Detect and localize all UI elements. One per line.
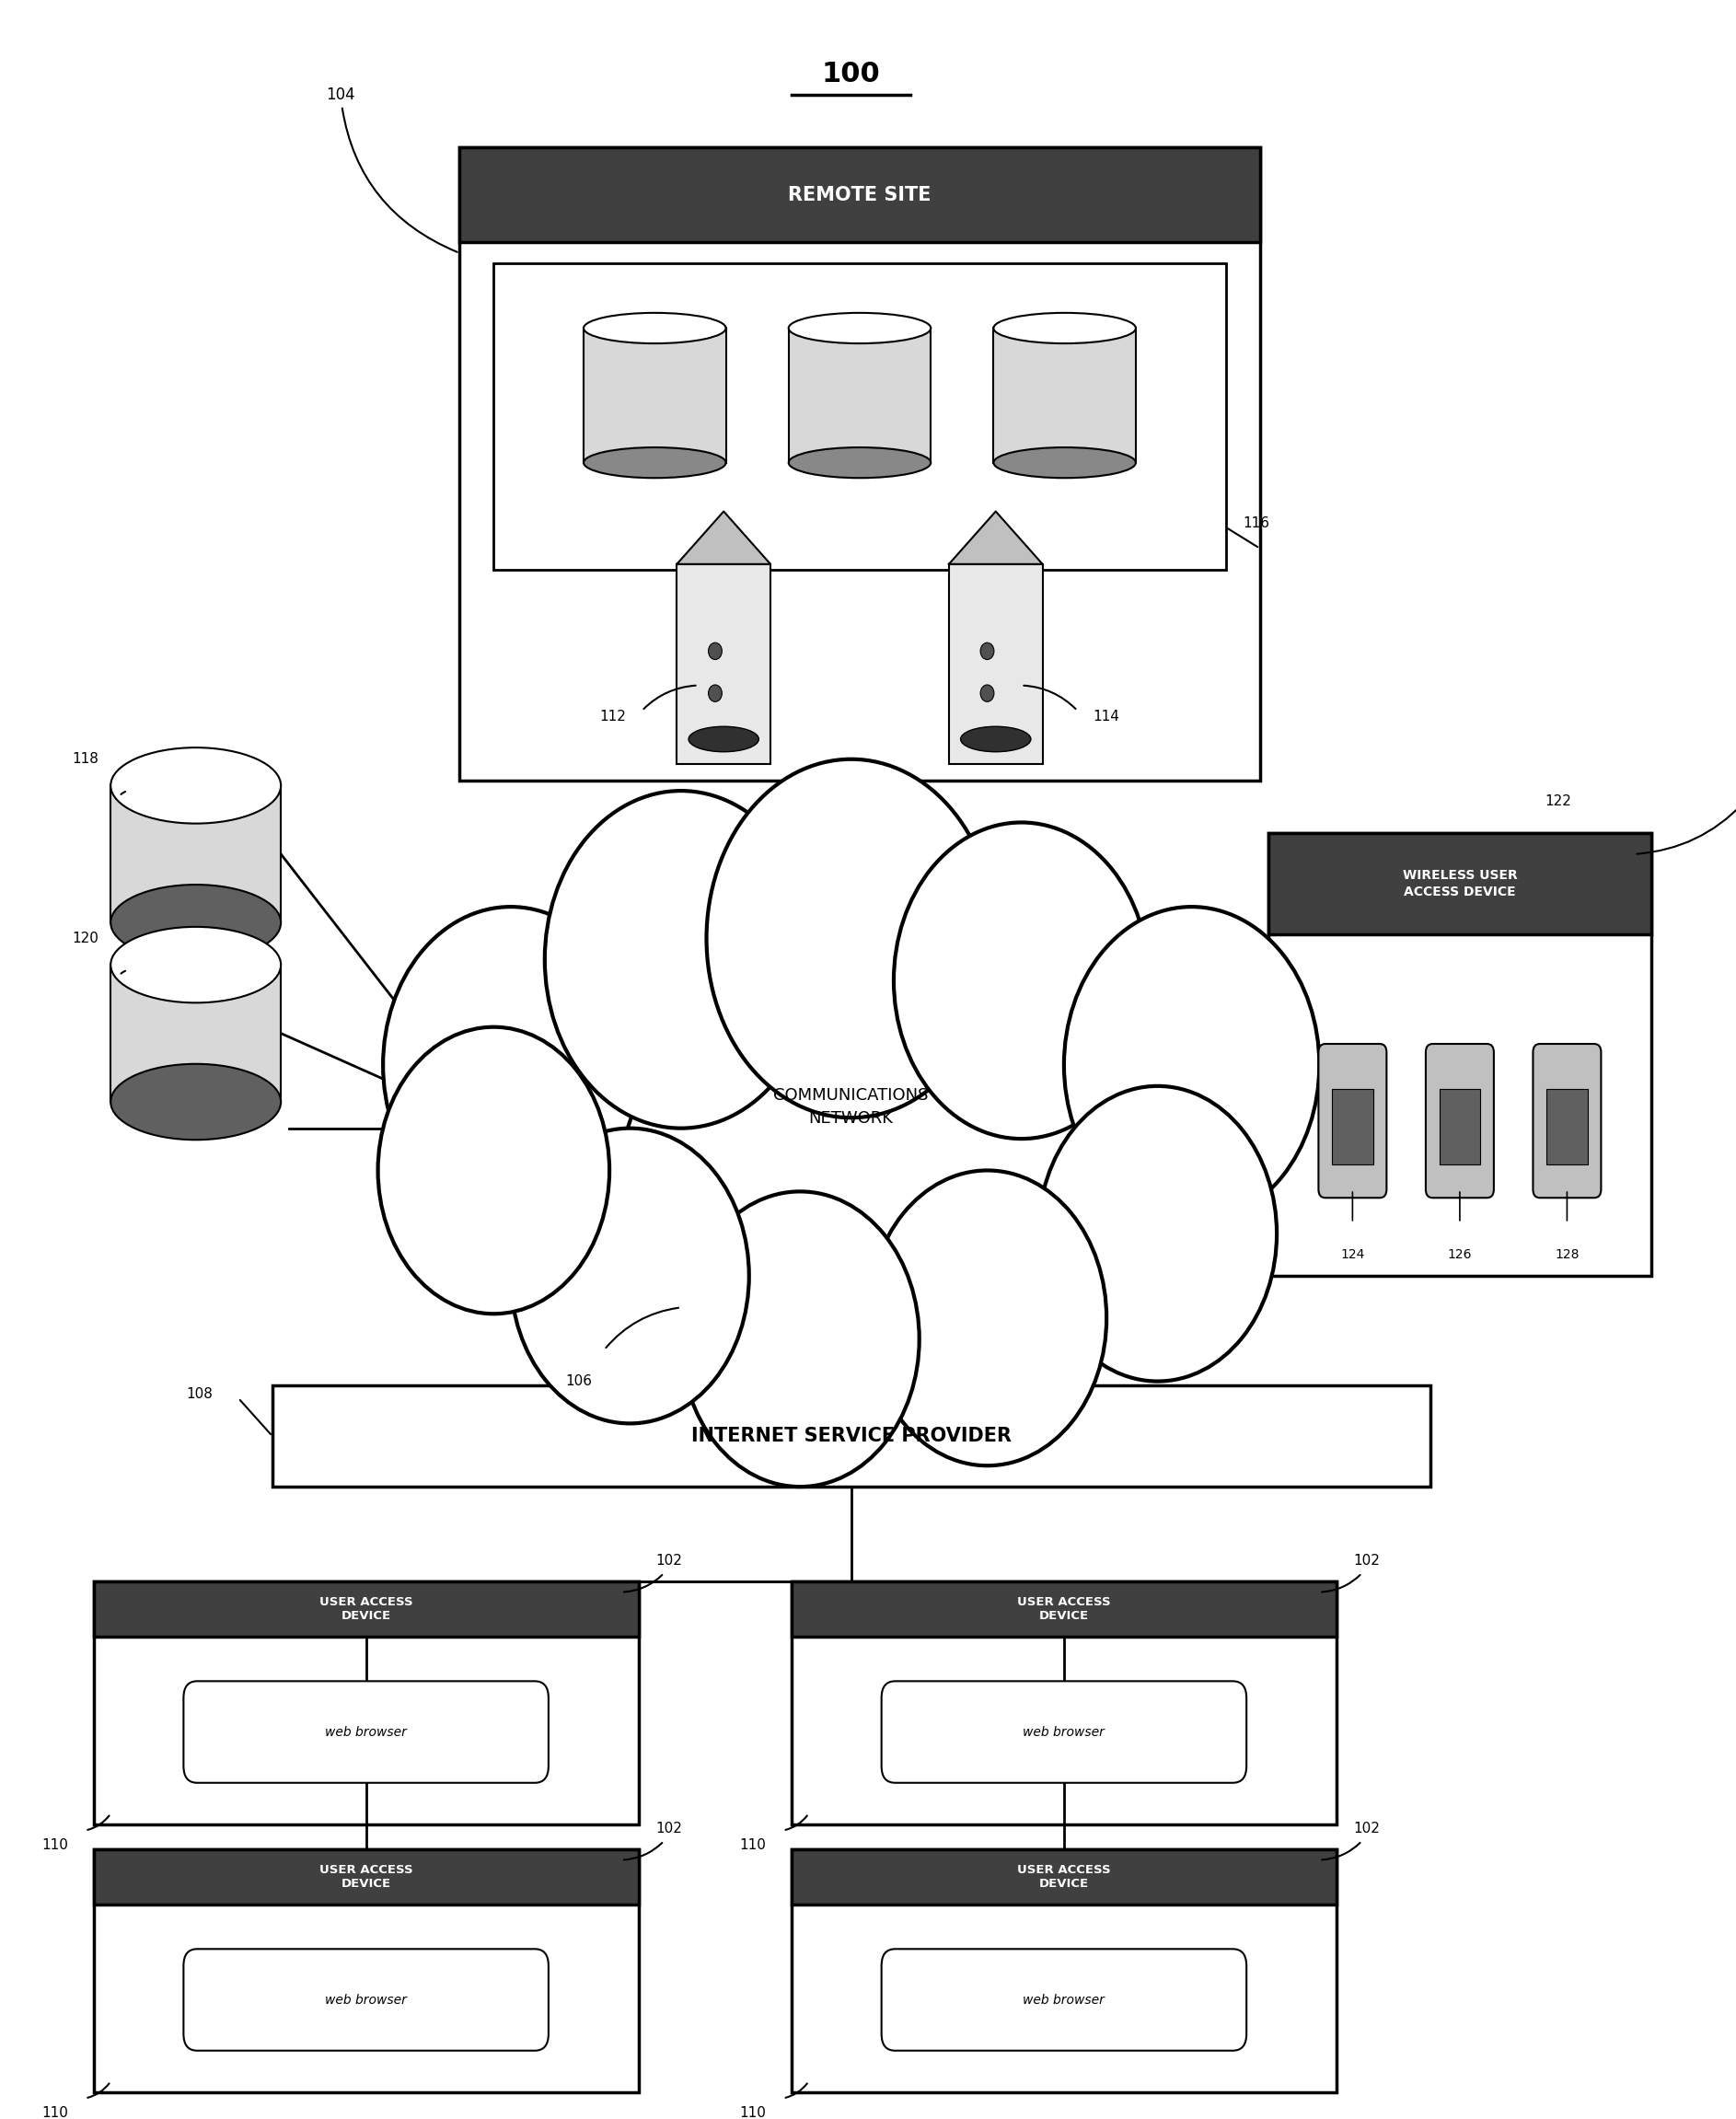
Text: 122: 122 xyxy=(1545,795,1571,807)
FancyBboxPatch shape xyxy=(184,1949,549,2051)
Text: USER ACCESS
DEVICE: USER ACCESS DEVICE xyxy=(319,1865,413,1890)
Bar xyxy=(792,1850,1337,2091)
Bar xyxy=(993,328,1135,462)
Ellipse shape xyxy=(111,926,281,1002)
Text: 106: 106 xyxy=(566,1375,592,1388)
Circle shape xyxy=(510,1127,748,1424)
Bar xyxy=(1269,833,1651,1276)
Ellipse shape xyxy=(111,884,281,960)
FancyBboxPatch shape xyxy=(677,564,771,765)
FancyBboxPatch shape xyxy=(950,564,1043,765)
Text: USER ACCESS
DEVICE: USER ACCESS DEVICE xyxy=(1017,1865,1111,1890)
Circle shape xyxy=(545,790,818,1127)
Circle shape xyxy=(981,642,995,659)
Ellipse shape xyxy=(788,314,930,343)
Text: 102: 102 xyxy=(656,1822,682,1835)
Bar xyxy=(788,328,930,462)
Text: 124: 124 xyxy=(1340,1248,1364,1261)
Text: COMMUNICATIONS
NETWORK: COMMUNICATIONS NETWORK xyxy=(774,1087,929,1127)
Circle shape xyxy=(1064,907,1319,1223)
Text: web browser: web browser xyxy=(325,1994,406,2007)
Text: 116: 116 xyxy=(1243,517,1269,530)
Bar xyxy=(1332,1089,1373,1163)
Circle shape xyxy=(981,684,995,701)
Text: 110: 110 xyxy=(42,2106,68,2119)
Text: 126: 126 xyxy=(1448,1248,1472,1261)
FancyBboxPatch shape xyxy=(882,1949,1246,2051)
Bar xyxy=(111,964,281,1102)
Bar xyxy=(792,1850,1337,1905)
Text: 100: 100 xyxy=(821,61,880,87)
Polygon shape xyxy=(677,511,771,564)
Text: web browser: web browser xyxy=(1023,1994,1104,2007)
Bar xyxy=(460,148,1260,780)
Text: 110: 110 xyxy=(740,1839,766,1852)
Ellipse shape xyxy=(960,727,1031,752)
Ellipse shape xyxy=(689,727,759,752)
Bar xyxy=(1439,1089,1481,1163)
Circle shape xyxy=(707,759,996,1117)
Text: 110: 110 xyxy=(740,2106,766,2119)
Ellipse shape xyxy=(583,447,726,479)
Text: web browser: web browser xyxy=(325,1725,406,1738)
Ellipse shape xyxy=(993,314,1135,343)
Ellipse shape xyxy=(111,748,281,824)
Circle shape xyxy=(681,1191,920,1488)
Circle shape xyxy=(708,642,722,659)
Ellipse shape xyxy=(788,447,930,479)
Circle shape xyxy=(384,907,639,1223)
Bar xyxy=(460,148,1260,242)
FancyBboxPatch shape xyxy=(184,1680,549,1782)
FancyBboxPatch shape xyxy=(1533,1045,1601,1197)
Text: 102: 102 xyxy=(656,1553,682,1568)
Text: INTERNET SERVICE PROVIDER: INTERNET SERVICE PROVIDER xyxy=(691,1426,1012,1445)
FancyBboxPatch shape xyxy=(1425,1045,1493,1197)
Ellipse shape xyxy=(111,1064,281,1140)
Text: 108: 108 xyxy=(186,1388,214,1401)
Bar xyxy=(792,1581,1337,1636)
Text: 120: 120 xyxy=(71,932,99,945)
Bar xyxy=(583,328,726,462)
Text: 110: 110 xyxy=(42,1839,68,1852)
Circle shape xyxy=(1038,1087,1276,1382)
Text: 128: 128 xyxy=(1555,1248,1580,1261)
Bar xyxy=(111,786,281,922)
Ellipse shape xyxy=(993,447,1135,479)
Bar xyxy=(94,1850,639,1905)
Bar xyxy=(94,1581,639,1824)
Bar xyxy=(1269,833,1651,934)
Text: 118: 118 xyxy=(71,752,99,767)
Text: 102: 102 xyxy=(1354,1822,1380,1835)
Text: 114: 114 xyxy=(1094,710,1120,725)
Text: 102: 102 xyxy=(1354,1553,1380,1568)
Ellipse shape xyxy=(583,314,726,343)
Polygon shape xyxy=(950,511,1043,564)
Circle shape xyxy=(708,684,722,701)
Bar xyxy=(273,1386,1430,1488)
Bar xyxy=(94,1850,639,2091)
Text: web browser: web browser xyxy=(1023,1725,1104,1738)
Text: 112: 112 xyxy=(599,710,627,725)
Text: WIRELESS USER
ACCESS DEVICE: WIRELESS USER ACCESS DEVICE xyxy=(1403,869,1517,898)
Circle shape xyxy=(894,822,1149,1138)
Text: USER ACCESS
DEVICE: USER ACCESS DEVICE xyxy=(1017,1596,1111,1621)
FancyBboxPatch shape xyxy=(1318,1045,1387,1197)
Bar xyxy=(94,1581,639,1636)
Circle shape xyxy=(378,1028,609,1314)
Text: USER ACCESS
DEVICE: USER ACCESS DEVICE xyxy=(319,1596,413,1621)
Bar xyxy=(493,263,1226,570)
Text: REMOTE SITE: REMOTE SITE xyxy=(788,186,930,203)
Circle shape xyxy=(868,1170,1106,1466)
FancyBboxPatch shape xyxy=(882,1680,1246,1782)
Bar xyxy=(1547,1089,1587,1163)
Text: 104: 104 xyxy=(326,87,457,252)
Bar xyxy=(792,1581,1337,1824)
